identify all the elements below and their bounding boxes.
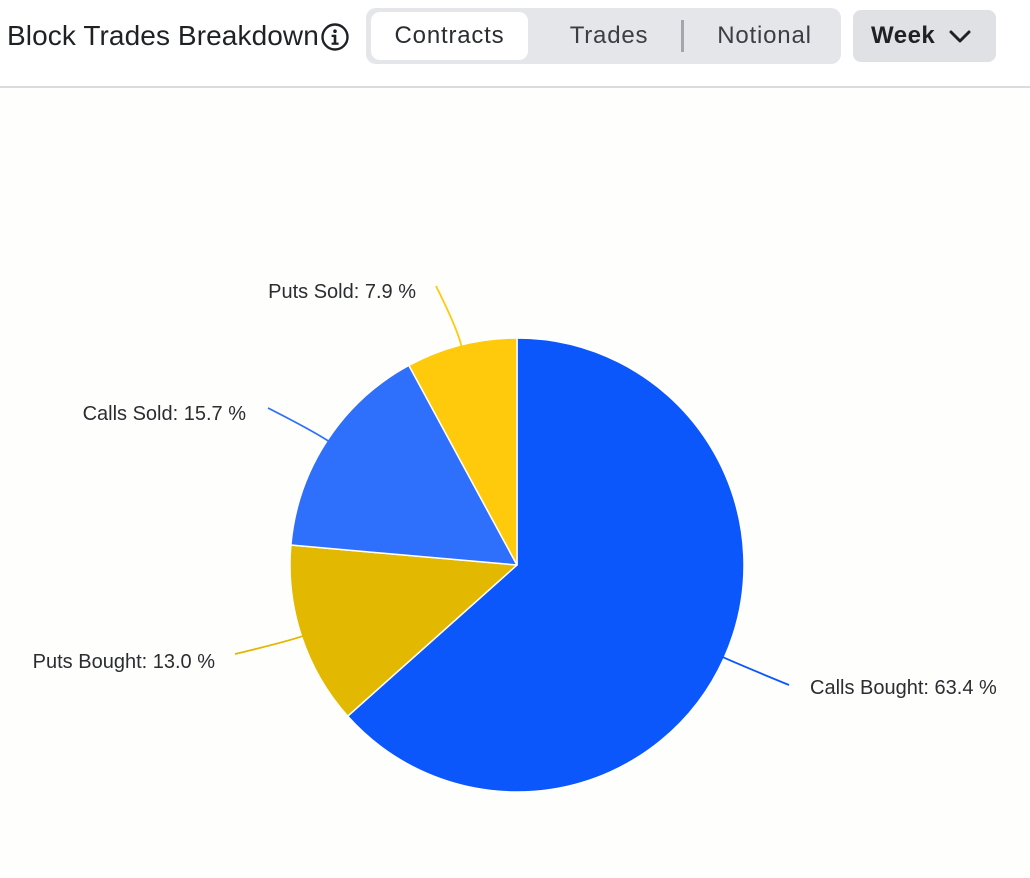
period-selected-value: Week — [871, 22, 936, 49]
pie-data-label: Calls Sold: 15.7 % — [83, 403, 247, 425]
pie-leader-line — [267, 407, 329, 442]
pie-data-label: Calls Bought: 63.4 % — [810, 677, 997, 699]
tab-notional[interactable]: Notional — [717, 22, 812, 49]
pie-leader-line — [722, 656, 790, 686]
pie-leader-line — [234, 635, 303, 655]
chart-area: Calls Bought: 63.4 % Puts Bought: 13.0 % C… — [0, 88, 1030, 878]
tab-contracts[interactable]: Contracts — [371, 12, 528, 60]
segment-divider — [681, 20, 684, 52]
info-icon[interactable] — [320, 22, 350, 52]
pie-data-label: Puts Bought: 13.0 % — [33, 651, 216, 673]
chevron-down-icon — [947, 24, 973, 50]
header-bar: Block Trades Breakdown Contracts Trades … — [0, 0, 1030, 88]
pie-data-label: Puts Sold: 7.9 % — [268, 281, 416, 303]
page-title: Block Trades Breakdown — [7, 20, 319, 51]
metric-segmented-control: Contracts Trades Notional — [366, 8, 841, 64]
pie-chart: Calls Bought: 63.4 % Puts Bought: 13.0 % C… — [33, 281, 997, 793]
pie-leader-line — [435, 285, 463, 347]
tab-trades[interactable]: Trades — [569, 22, 649, 49]
period-dropdown[interactable]: Week — [853, 10, 996, 62]
